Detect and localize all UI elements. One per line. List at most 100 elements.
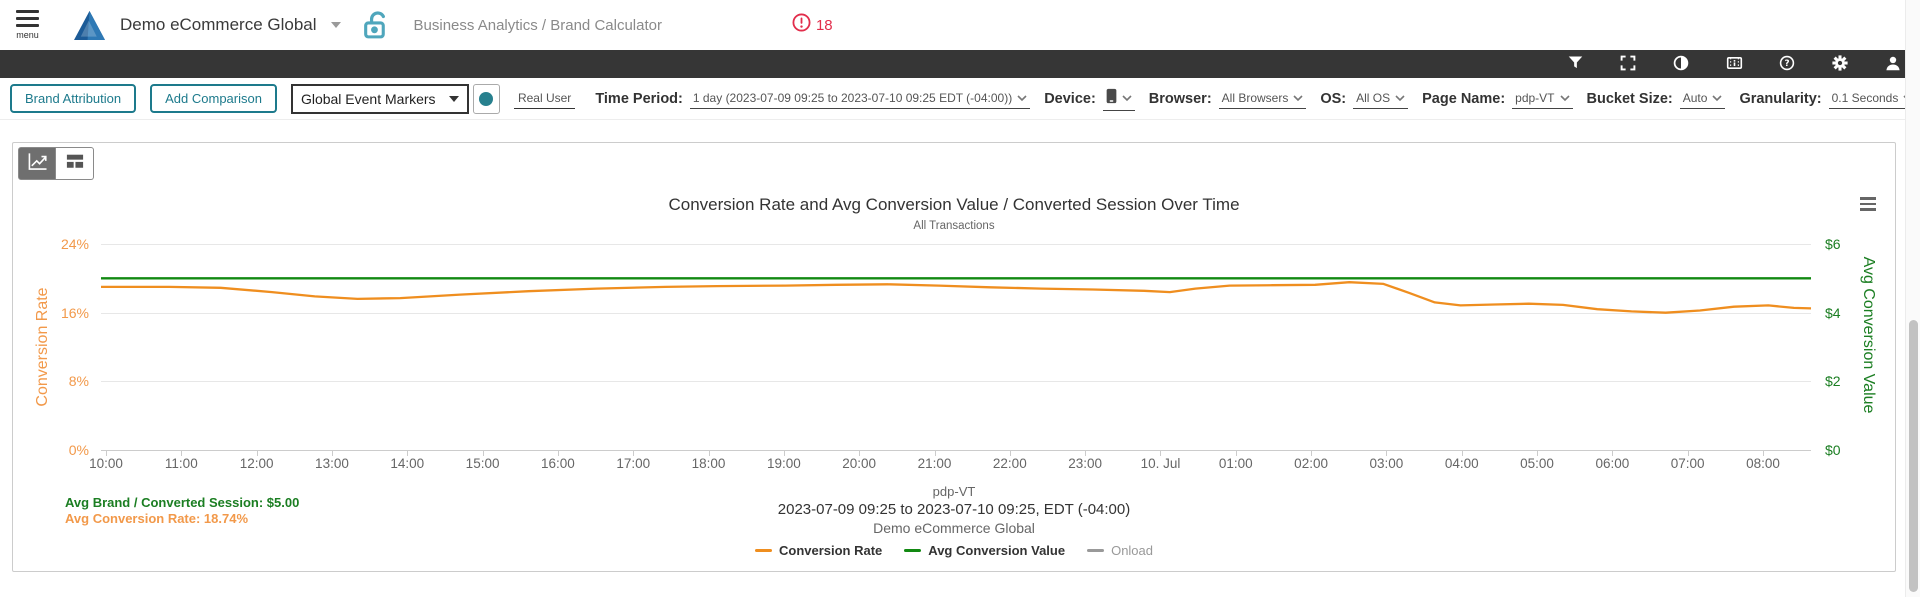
mobile-device-icon xyxy=(1106,88,1117,107)
x-tick-label: 11:00 xyxy=(164,456,198,471)
x-tick-label: 04:00 xyxy=(1444,456,1479,471)
svg-text:?: ? xyxy=(1784,59,1789,69)
chart-title: Conversion Rate and Avg Conversion Value… xyxy=(668,195,1240,214)
chart-card: Conversion Rate and Avg Conversion Value… xyxy=(12,142,1896,572)
fullscreen-icon xyxy=(1620,55,1636,74)
error-count: 18 xyxy=(815,16,833,34)
chart-context-menu-button[interactable] xyxy=(1860,197,1876,211)
add-comparison-button[interactable]: Add Comparison xyxy=(150,84,277,113)
bucket-size-value: Auto xyxy=(1682,90,1708,105)
granularity-label: Granularity: xyxy=(1739,90,1822,107)
session-info-button[interactable] xyxy=(1723,52,1745,76)
x-tick-label: 12:00 xyxy=(239,456,274,471)
legend-item-onload[interactable]: Onload xyxy=(1087,543,1153,558)
avg-conversion-rate-summary: Avg Conversion Rate: 18.74% xyxy=(65,511,249,526)
browser-dropdown[interactable]: All Browsers xyxy=(1218,89,1307,109)
vertical-scrollbar[interactable] xyxy=(1905,0,1920,597)
bucket-size-label: Bucket Size: xyxy=(1586,90,1673,107)
x-tick-label: 15:00 xyxy=(465,456,500,471)
contrast-button[interactable] xyxy=(1670,52,1692,76)
x-tick-label: 06:00 xyxy=(1595,456,1630,471)
chevron-down-icon xyxy=(1395,91,1405,105)
legend-item-avg-conversion-value[interactable]: Avg Conversion Value xyxy=(904,543,1065,558)
unlock-icon[interactable] xyxy=(363,10,388,41)
gridline xyxy=(101,244,1811,245)
filter-icon xyxy=(1568,55,1583,73)
gridline xyxy=(101,312,1811,314)
real-user-segment[interactable]: Real User xyxy=(513,89,576,109)
x-tick-mark xyxy=(1537,450,1539,456)
left-axis-tick-label: 8% xyxy=(68,373,89,390)
x-tick-mark xyxy=(1311,450,1313,456)
granularity-dropdown[interactable]: 0.1 Seconds xyxy=(1828,89,1917,109)
x-tick-label: 10:00 xyxy=(89,456,123,471)
os-label: OS: xyxy=(1320,90,1347,107)
footer-page-name: pdp-VT xyxy=(932,484,976,499)
x-tick-label: 19:00 xyxy=(766,456,801,471)
x-tick-mark xyxy=(708,450,710,456)
filter-bar: Brand Attribution Add Comparison Global … xyxy=(0,78,1920,120)
x-tick-label: 20:00 xyxy=(842,456,877,471)
line-chart-icon xyxy=(27,152,48,176)
os-value: All OS xyxy=(1356,90,1391,105)
help-icon: ? xyxy=(1779,55,1795,74)
x-tick-mark xyxy=(859,450,861,456)
x-tick-label: 13:00 xyxy=(315,456,349,471)
fullscreen-button[interactable] xyxy=(1617,52,1639,76)
app-toolbar: ? xyxy=(0,50,1920,78)
account-button[interactable] xyxy=(1882,52,1904,76)
x-tick-mark xyxy=(1386,450,1388,456)
scrollbar-thumb[interactable] xyxy=(1909,320,1918,592)
error-icon xyxy=(792,13,811,37)
gear-icon xyxy=(1832,54,1848,74)
menu-label: menu xyxy=(16,30,39,40)
os-dropdown[interactable]: All OS xyxy=(1353,89,1409,109)
x-tick-mark xyxy=(783,450,785,456)
hamburger-icon xyxy=(16,10,39,27)
x-tick-label: 01:00 xyxy=(1218,456,1253,471)
left-axis-title: Conversion Rate xyxy=(34,287,51,407)
time-period-dropdown[interactable]: 1 day (2023-07-09 09:25 to 2023-07-10 09… xyxy=(689,89,1031,109)
x-tick-label: 22:00 xyxy=(992,456,1027,471)
time-period-label: Time Period: xyxy=(595,90,683,107)
filter-button[interactable] xyxy=(1564,52,1586,76)
page-name-value: pdp-VT xyxy=(1515,90,1555,105)
x-tick-mark xyxy=(633,450,635,456)
bucket-size-dropdown[interactable]: Auto xyxy=(1679,89,1726,109)
info-film-icon xyxy=(1726,55,1743,74)
menu-button[interactable]: menu xyxy=(16,10,39,40)
gridline xyxy=(101,381,1811,383)
help-button[interactable]: ? xyxy=(1776,52,1798,76)
error-badge[interactable]: 18 xyxy=(792,13,833,37)
time-period-value: 1 day (2023-07-09 09:25 to 2023-07-10 09… xyxy=(692,90,1013,105)
chevron-down-icon xyxy=(1559,91,1570,105)
left-axis-tick-label: 0% xyxy=(68,442,89,458)
x-tick-mark xyxy=(557,450,559,456)
legend-item-conversion-rate[interactable]: Conversion Rate xyxy=(754,543,882,558)
chart-footer: pdp-VT 2023-07-09 09:25 to 2023-07-10 09… xyxy=(13,483,1895,538)
event-marker-toggle-button[interactable] xyxy=(472,83,500,114)
select-caret-icon xyxy=(448,95,459,102)
left-axis-tick-label: 16% xyxy=(60,304,89,321)
footer-date-range: 2023-07-09 09:25 to 2023-07-10 09:25, ED… xyxy=(777,501,1131,518)
table-view-toggle[interactable] xyxy=(56,147,94,180)
global-event-markers-select[interactable]: Global Event Markers xyxy=(290,83,469,114)
x-tick-mark xyxy=(407,450,409,456)
x-tick-mark xyxy=(934,450,936,456)
left-axis-tick-label: 24% xyxy=(60,236,89,252)
chart-view-toggle[interactable] xyxy=(18,147,56,180)
top-bar: menu Demo eCommerce Global Business Anal… xyxy=(0,0,1920,50)
legend-label: Avg Conversion Value xyxy=(928,543,1066,558)
org-selector[interactable]: Demo eCommerce Global xyxy=(120,15,341,35)
brand-attribution-button[interactable]: Brand Attribution xyxy=(10,84,137,113)
person-icon xyxy=(1885,55,1901,74)
chevron-down-icon xyxy=(330,22,341,28)
global-event-markers-value: Global Event Markers xyxy=(300,90,436,107)
settings-button[interactable] xyxy=(1829,52,1851,76)
device-dropdown[interactable] xyxy=(1102,86,1135,111)
table-layout-icon xyxy=(65,152,85,175)
chart-subtitle: All Transactions xyxy=(913,220,995,232)
x-tick-mark xyxy=(1612,450,1614,456)
page-name-dropdown[interactable]: pdp-VT xyxy=(1512,89,1573,109)
x-tick-label: 05:00 xyxy=(1520,456,1554,471)
